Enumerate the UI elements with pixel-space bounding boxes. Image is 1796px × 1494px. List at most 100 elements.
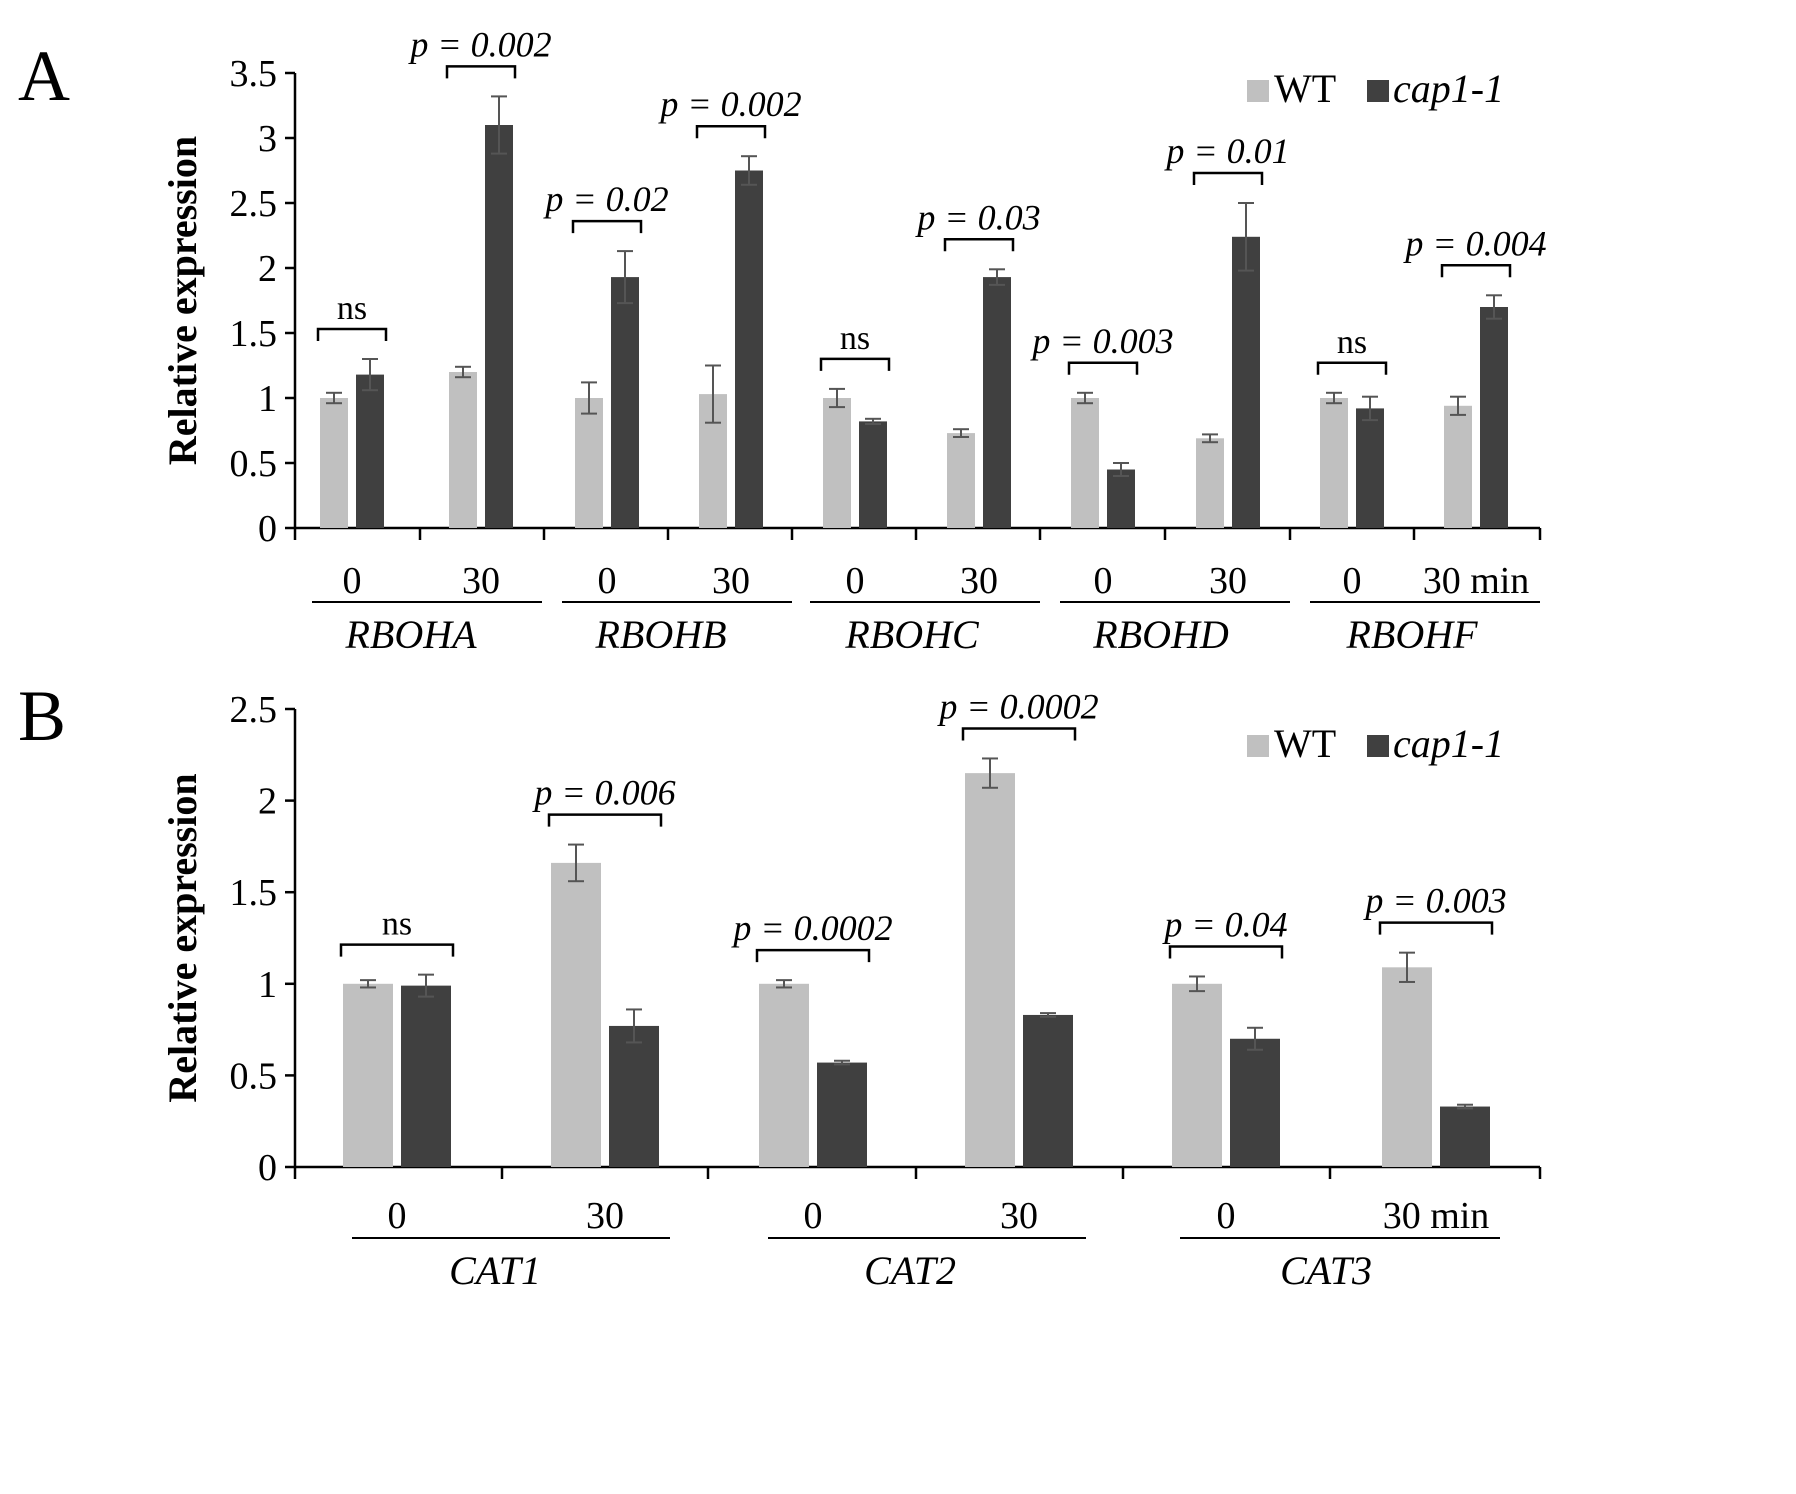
x-time-label: 0	[1094, 560, 1113, 602]
legend-swatch-wt	[1247, 80, 1269, 102]
chart-panel-b: B Relative expression 0 0.5 1 1.5 2 2.5 ns 0 p = 0…	[18, 676, 1542, 1293]
x-time-label: 30	[1209, 560, 1247, 602]
bar-wt	[1320, 398, 1348, 528]
x-time-label: 0	[1343, 560, 1362, 602]
significance-bracket	[1316, 361, 1388, 375]
x-time-label: 30	[960, 560, 998, 602]
legend-label-wt: WT	[1274, 721, 1336, 766]
legend-label-cap1-1: cap1-1	[1393, 721, 1504, 766]
annotation-ns: ns	[382, 906, 412, 943]
annotation-p-value: p = 0.0002	[730, 908, 892, 948]
x-time-label: 0	[343, 560, 362, 602]
annotation-p-value: p = 0.02	[542, 179, 668, 219]
annotation-p-value: p = 0.002	[657, 84, 801, 124]
x-time-label: 30	[1000, 1195, 1038, 1237]
gene-label: RBOHB	[594, 612, 726, 657]
y-tick-label: 1.5	[230, 872, 278, 914]
x-time-label: 0	[598, 560, 617, 602]
bar-cap1-1	[983, 277, 1011, 528]
bar-cap1-1	[1440, 1106, 1490, 1167]
gene-label: CAT2	[864, 1248, 956, 1293]
bar-wt	[1444, 405, 1472, 528]
x-time-label: 0	[804, 1195, 823, 1237]
significance-bracket	[1168, 945, 1284, 959]
annotation-p-value: p = 0.003	[1029, 321, 1173, 361]
gene-label: RBOHD	[1092, 612, 1229, 657]
bar-cap1-1	[1480, 307, 1508, 528]
legend-swatch-wt	[1247, 735, 1269, 757]
bar-wt	[823, 398, 851, 528]
gene-label: CAT3	[1280, 1248, 1372, 1293]
gene-label: RBOHC	[844, 612, 980, 657]
x-time-label: 30 min	[1423, 560, 1530, 602]
legend-swatch-cap1-1	[1367, 80, 1389, 102]
bar-wt	[759, 983, 809, 1167]
significance-bracket	[571, 219, 643, 234]
y-tick-label: 0	[258, 508, 277, 550]
significance-bracket	[695, 124, 767, 139]
annotation-p-value: p = 0.04	[1161, 904, 1287, 944]
annotation-p-value: p = 0.002	[407, 24, 551, 64]
gene-label: RBOHF	[1345, 612, 1478, 657]
bar-cap1-1	[817, 1062, 867, 1167]
y-tick-label: 2	[258, 248, 277, 290]
bar-wt	[320, 398, 348, 528]
panel-letter: A	[18, 36, 70, 116]
significance-bracket	[445, 65, 517, 79]
bar-cap1-1	[485, 125, 513, 528]
y-axis-title: Relative expression	[160, 773, 205, 1102]
significance-bracket	[1067, 361, 1139, 375]
y-tick-label: 3.5	[230, 53, 278, 95]
bar-cap1-1	[859, 421, 887, 528]
bar-cap1-1	[1107, 469, 1135, 528]
bar-cap1-1	[356, 374, 384, 528]
bar-wt	[551, 862, 601, 1167]
significance-bracket	[961, 727, 1077, 741]
x-time-label: 30	[712, 560, 750, 602]
annotation-p-value: p = 0.003	[1362, 881, 1506, 921]
bar-cap1-1	[609, 1025, 659, 1167]
y-tick-label: 2.5	[230, 689, 278, 731]
annotation-ns: ns	[337, 290, 367, 327]
bar-cap1-1	[1356, 408, 1384, 528]
x-time-label: 30	[586, 1195, 624, 1237]
annotation-p-value: p = 0.0002	[936, 686, 1098, 726]
bar-wt	[575, 398, 603, 528]
x-time-label: 0	[846, 560, 865, 602]
significance-bracket	[547, 813, 663, 827]
annotation-p-value: p = 0.03	[914, 197, 1040, 237]
bar-wt	[1196, 438, 1224, 528]
y-tick-label: 1	[258, 964, 277, 1006]
y-tick-label: 0.5	[230, 1055, 278, 1097]
y-tick-label: 0.5	[230, 443, 278, 485]
y-tick-label: 0	[258, 1147, 277, 1189]
x-time-label: 0	[388, 1195, 407, 1237]
x-time-label: 30	[462, 560, 500, 602]
annotation-ns: ns	[840, 320, 870, 357]
bar-wt	[965, 773, 1015, 1167]
bar-cap1-1	[735, 170, 763, 528]
bar-cap1-1	[1230, 1038, 1280, 1167]
bar-cap1-1	[1232, 236, 1260, 529]
significance-bracket	[316, 327, 388, 341]
y-axis-title: Relative expression	[160, 136, 205, 465]
legend-label-cap1-1: cap1-1	[1393, 66, 1504, 111]
legend-swatch-cap1-1	[1367, 735, 1389, 757]
significance-bracket	[339, 943, 455, 957]
gene-label: CAT1	[449, 1248, 541, 1293]
significance-bracket	[819, 357, 891, 371]
annotation-ns: ns	[1337, 324, 1367, 361]
y-tick-label: 3	[258, 118, 277, 160]
annotation-p-value: p = 0.006	[531, 773, 675, 813]
significance-bracket	[943, 238, 1015, 252]
significance-bracket	[755, 948, 871, 963]
bar-cap1-1	[1023, 1014, 1073, 1167]
y-tick-label: 2.5	[230, 183, 278, 225]
y-tick-label: 1	[258, 378, 277, 420]
annotation-p-value: p = 0.01	[1163, 131, 1289, 171]
annotation-p-value: p = 0.004	[1402, 223, 1546, 263]
significance-bracket	[1192, 171, 1264, 185]
panel-letter: B	[18, 676, 66, 756]
y-tick-label: 1.5	[230, 313, 278, 355]
gene-label: RBOHA	[344, 612, 477, 657]
